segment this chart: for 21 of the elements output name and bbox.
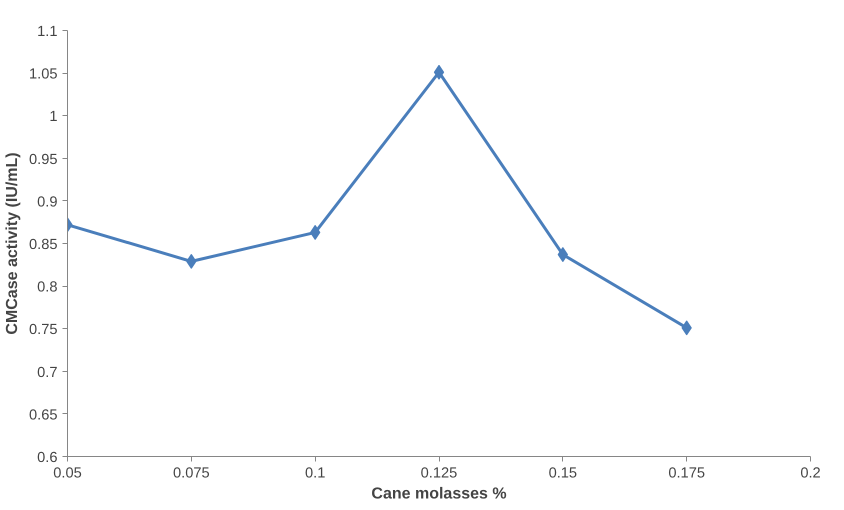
y-tick-label: 0.75	[28, 322, 58, 338]
point	[434, 64, 444, 80]
y-tick-label: 0.85	[28, 237, 58, 253]
x-axis-title: Cane molasses %	[371, 486, 507, 502]
y-tick-label: 0.95	[28, 152, 58, 168]
y-tick-label: 1.1	[37, 24, 58, 40]
y-tick-label: 0.8	[37, 280, 58, 296]
y-tick-label: 0.9	[37, 194, 58, 210]
y-axis-title: CMCase activity (IU/mL)	[4, 152, 21, 335]
y-tick-label: 0.6	[37, 450, 58, 466]
x-tick-label: 0.05	[53, 466, 82, 482]
x-tick-label: 0.1	[304, 466, 326, 482]
x-tick-label: 0.175	[668, 466, 706, 482]
y-tick-label: 0.7	[37, 364, 58, 381]
y-tick-label: 1.05	[28, 66, 58, 83]
y-tick-label: 1	[49, 109, 58, 126]
x-tick-label: 0.125	[420, 466, 458, 482]
x-tick-label: 0.2	[800, 466, 821, 482]
x-tick-label: 0.15	[548, 466, 578, 482]
y-tick-label: 0.65	[28, 407, 58, 424]
x-tick-label: 0.075	[172, 466, 210, 482]
